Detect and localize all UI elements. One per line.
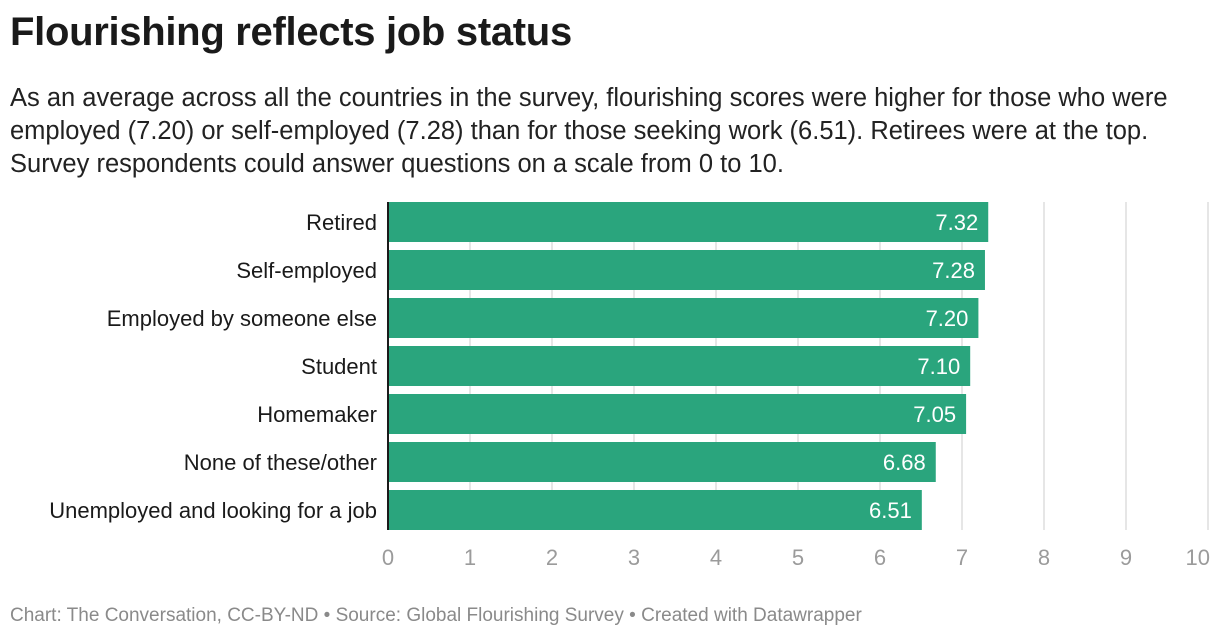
bar bbox=[388, 490, 922, 530]
bar bbox=[388, 394, 967, 434]
bar bbox=[388, 346, 971, 386]
chart-footer: Chart: The Conversation, CC-BY-ND • Sour… bbox=[10, 605, 862, 627]
value-label: 7.10 bbox=[917, 354, 960, 379]
x-tick-label: 10 bbox=[1186, 545, 1210, 570]
bar bbox=[388, 298, 979, 338]
x-tick-label: 4 bbox=[710, 545, 722, 570]
chart-credit: Chart: The Conversation, CC-BY-ND bbox=[10, 605, 319, 626]
x-tick-label: 9 bbox=[1120, 545, 1132, 570]
x-tick-label: 1 bbox=[464, 545, 476, 570]
category-label: Homemaker bbox=[257, 402, 377, 427]
bar bbox=[388, 202, 989, 242]
category-label: None of these/other bbox=[184, 450, 377, 475]
x-tick-label: 3 bbox=[628, 545, 640, 570]
source-credit: Source: Global Flourishing Survey bbox=[335, 605, 624, 626]
bar bbox=[388, 250, 985, 290]
value-label: 7.32 bbox=[935, 210, 978, 235]
x-tick-label: 0 bbox=[382, 545, 394, 570]
x-tick-label: 5 bbox=[792, 545, 804, 570]
value-label: 7.28 bbox=[932, 258, 975, 283]
chart-subtitle: As an average across all the countries i… bbox=[10, 84, 1168, 178]
category-label: Student bbox=[301, 354, 377, 379]
x-tick-label: 6 bbox=[874, 545, 886, 570]
x-tick-label: 8 bbox=[1038, 545, 1050, 570]
value-label: 6.68 bbox=[883, 450, 926, 475]
category-label: Unemployed and looking for a job bbox=[49, 498, 377, 523]
value-label: 7.05 bbox=[913, 402, 956, 427]
x-tick-label: 7 bbox=[956, 545, 968, 570]
category-label: Retired bbox=[306, 210, 377, 235]
chart-title: Flourishing reflects job status bbox=[10, 10, 572, 54]
x-tick-label: 2 bbox=[546, 545, 558, 570]
datawrapper-credit: Created with Datawrapper bbox=[641, 605, 862, 626]
value-label: 7.20 bbox=[926, 306, 969, 331]
category-label: Self-employed bbox=[236, 258, 377, 283]
category-label: Employed by someone else bbox=[107, 306, 377, 331]
value-label: 6.51 bbox=[869, 498, 912, 523]
bar bbox=[388, 442, 936, 482]
bar-chart: Retired 7.32 Self-employed 7.28 Employed by … bbox=[49, 202, 1210, 570]
footer-separator: • bbox=[623, 605, 642, 626]
footer-separator: • bbox=[318, 605, 336, 626]
